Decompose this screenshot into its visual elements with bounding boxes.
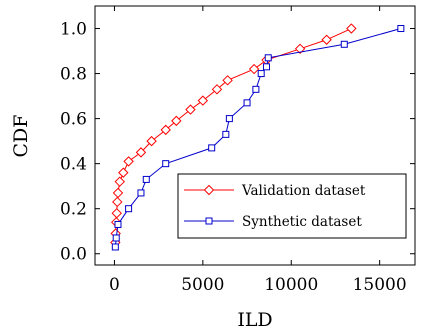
data-point	[112, 196, 123, 208]
data-point	[137, 189, 145, 197]
x-tick-label: 5000	[181, 275, 224, 295]
data-point	[114, 220, 122, 228]
data-point	[294, 43, 306, 54]
data-point	[185, 104, 196, 115]
y-tick-label: 0.4	[60, 155, 87, 175]
data-point	[142, 175, 150, 183]
data-point	[222, 75, 233, 86]
data-point	[111, 243, 119, 251]
data-point	[160, 124, 171, 136]
x-tick-label: 0	[109, 275, 120, 295]
data-point	[118, 167, 129, 178]
data-point	[257, 70, 265, 78]
data-point	[262, 63, 270, 71]
data-point	[397, 25, 405, 33]
data-point	[252, 85, 260, 93]
data-point	[112, 187, 124, 199]
data-point	[346, 23, 357, 34]
data-point	[225, 115, 233, 123]
data-point	[162, 160, 170, 168]
legend-entries: Validation dataset Synthetic dataset	[184, 183, 366, 230]
x-tick-label: 15000	[353, 275, 407, 295]
data-point	[248, 63, 260, 75]
data-point	[211, 84, 223, 95]
data-point	[146, 135, 157, 147]
data-point	[125, 205, 133, 213]
y-tick-label: 1.0	[60, 20, 87, 40]
y-tick-label: 0.2	[60, 200, 87, 220]
y-tick-label: 0.8	[60, 65, 87, 85]
y-tick-label: 0.0	[60, 245, 87, 265]
data-point	[243, 99, 251, 107]
legend-marker	[205, 217, 213, 225]
y-tick-label: 0.6	[60, 110, 87, 130]
legend-label: Validation dataset	[241, 183, 366, 199]
y-axis-label: CDF	[10, 115, 32, 158]
legend-label: Synthetic dataset	[242, 214, 362, 230]
data-point	[321, 34, 332, 45]
data-point	[112, 234, 120, 242]
data-point	[135, 147, 147, 158]
series-line	[114, 28, 352, 243]
x-axis-label: ILD	[237, 309, 272, 331]
ticks-layer: 0 5000 10000 15000 0.0 0.2 0.4 0.6 0.8 1.0	[60, 6, 415, 295]
data-point	[114, 176, 125, 187]
data-point	[264, 54, 272, 62]
legend-box	[177, 173, 407, 239]
data-point	[208, 144, 216, 152]
x-tick-label: 10000	[264, 275, 318, 295]
data-point	[197, 95, 209, 106]
data-point	[111, 207, 122, 219]
legend: Validation dataset Synthetic dataset	[177, 173, 407, 239]
data-point	[171, 115, 182, 127]
data-point	[340, 40, 348, 48]
series-square	[111, 25, 405, 251]
data-point	[123, 156, 134, 167]
data-point	[222, 130, 230, 138]
legend-marker	[203, 184, 215, 196]
series-layer	[110, 23, 405, 251]
plot-frame	[94, 5, 416, 266]
